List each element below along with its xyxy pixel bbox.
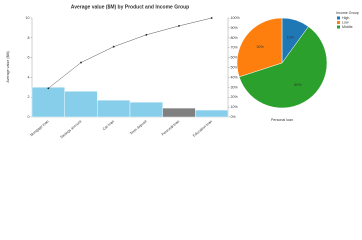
y-tick-label: 2 — [28, 95, 30, 99]
y-tick-label: 10 — [26, 16, 30, 20]
cumulative-line — [48, 17, 212, 89]
chart-title: Average value ($M) by Product and Income… — [71, 4, 189, 10]
cumulative-point — [80, 61, 82, 64]
y-tick-label: 4 — [28, 75, 30, 79]
x-tick-label: Mortgage loan — [29, 119, 49, 137]
y2-tick-label: 10% — [231, 105, 239, 109]
pie-subtitle: Personal loan — [271, 118, 293, 122]
bar — [64, 91, 98, 118]
cumulative-point — [145, 33, 148, 36]
y2-tick-label: 0% — [231, 115, 237, 119]
dashboard: Average value ($M) by Product and Income… — [6, 4, 359, 139]
legend-label: Low — [342, 20, 349, 24]
cumulative-point — [47, 87, 50, 90]
x-tick-label: Car loan — [102, 119, 115, 131]
x-tick-label: Education loan — [192, 119, 213, 137]
y2-tick-label: 50% — [231, 65, 239, 69]
y2-tick-label: 20% — [231, 95, 239, 99]
y-tick-label: 8 — [28, 36, 30, 40]
y2-tick-label: 40% — [231, 75, 239, 79]
legend-title: Income Group — [336, 11, 359, 15]
legend-swatch — [337, 16, 340, 20]
y2-tick-label: 60% — [231, 56, 239, 60]
bar — [129, 101, 163, 118]
y-tick-label: 6 — [28, 56, 30, 60]
bar — [97, 99, 131, 118]
x-tick-label: Term deposit — [129, 119, 147, 135]
cumulative-point — [112, 45, 115, 48]
cumulative-point — [210, 17, 213, 19]
y-axis-label: Average value ($M) — [6, 51, 10, 82]
bar — [31, 87, 65, 118]
slice-label: 30% — [257, 45, 265, 49]
y2-tick-label: 100% — [231, 16, 241, 20]
cumulative-point — [178, 25, 180, 27]
y2-tick-label: 80% — [231, 36, 239, 40]
pie-slice — [236, 17, 283, 78]
legend-swatch — [337, 25, 340, 29]
y2-tick-label: 70% — [231, 46, 239, 50]
legend-label: High — [342, 16, 349, 20]
bar — [162, 107, 196, 118]
x-tick-label: Personal loan — [161, 119, 180, 136]
bar — [195, 109, 229, 118]
y2-tick-label: 90% — [231, 26, 239, 30]
pie-slice — [238, 26, 328, 109]
legend-swatch — [337, 21, 340, 24]
y2-tick-label: 30% — [231, 85, 239, 89]
x-tick-label: Savings account — [59, 119, 82, 139]
legend-label: Middle — [342, 25, 353, 29]
slice-label: 10% — [287, 35, 295, 39]
slice-label: 60% — [294, 83, 302, 87]
y-tick-label: 0 — [28, 115, 30, 119]
